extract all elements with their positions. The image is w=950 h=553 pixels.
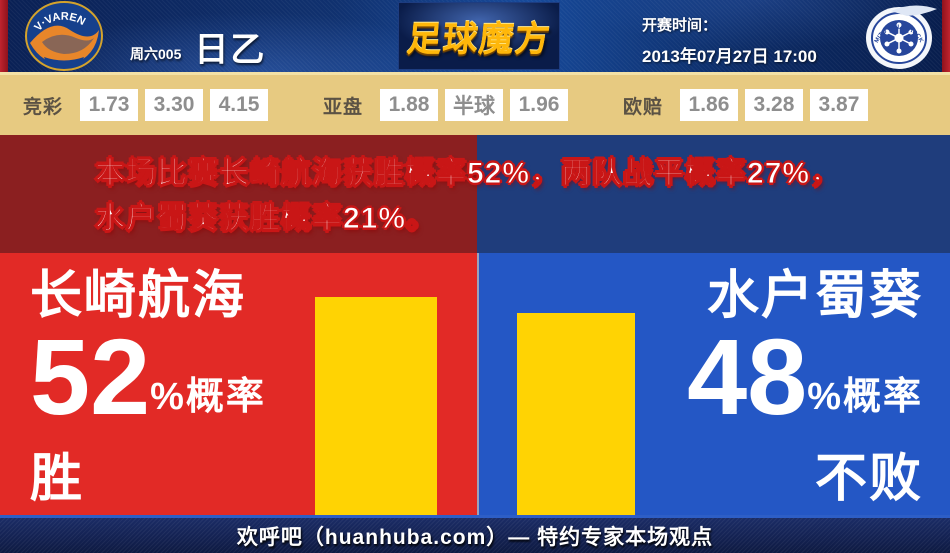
home-panel-text: 长崎航海 52 %概率 胜 (0, 253, 477, 511)
yapan-home-odds: 1.88 (380, 89, 438, 121)
yapan-label: 亚盘 (322, 96, 363, 118)
away-outcome-label: 不败 (814, 449, 923, 508)
kickoff-info: 开赛时间： 2013年07月27日 17:00 (642, 14, 817, 67)
home-outcome-label: 胜 (30, 449, 85, 508)
away-panel: 水户蜀葵 48 %概率 不败 (477, 253, 950, 515)
brand-logo-text: 足球魔方 (405, 19, 553, 59)
away-team-name: 水户蜀葵 (706, 267, 923, 325)
prediction-summary-text: 本场比赛长崎航海获胜概率52%，两队战平概率27%，水户蜀葵获胜概率21%。 (95, 157, 842, 236)
oupei-draw-odds: 3.28 (744, 89, 803, 121)
jingcai-away-odds: 4.15 (210, 89, 269, 121)
prediction-summary-band: 本场比赛长崎航海获胜概率52%，两队战平概率27%，水户蜀葵获胜概率21%。 (0, 135, 950, 253)
home-probability-unit: %概率 (150, 375, 266, 418)
away-probability-bar (517, 313, 635, 515)
home-probability-bar (315, 297, 437, 515)
oupei-home-odds: 1.86 (679, 89, 738, 121)
footer-source-text: 欢呼吧（huanhuba.com）— 特约专家本场观点 (236, 525, 714, 549)
away-probability-value: 48 (687, 315, 808, 437)
yapan-away-odds: 1.96 (510, 89, 568, 121)
away-panel-text: 水户蜀葵 48 %概率 不败 (479, 253, 950, 511)
home-team-name: 长崎航海 (30, 267, 247, 325)
oupei-label: 欧赔 (622, 96, 663, 118)
jingcai-draw-odds: 3.30 (145, 89, 204, 121)
away-probability-unit: %概率 (807, 375, 923, 418)
match-id: 周六005 日乙 (130, 22, 266, 71)
jingcai-label: 竞彩 (23, 96, 64, 118)
odds-group-yapan: 亚盘 1.88 半球 1.96 (323, 89, 568, 121)
match-header: V·VAREN 周六005 日乙 足球魔方 开赛时间： 2013年07月27日 … (0, 0, 950, 72)
away-team-crest-icon: MITO HOLLYHOCK (861, 3, 939, 75)
odds-group-oupei: 欧赔 1.86 3.28 3.87 (623, 89, 868, 121)
away-probability: 48 %概率 (479, 315, 923, 437)
home-panel: 长崎航海 52 %概率 胜 (0, 253, 477, 515)
odds-group-jingcai: 竞彩 1.73 3.30 4.15 (23, 89, 269, 121)
home-probability: 52 %概率 (30, 315, 477, 437)
header-edge-left (0, 0, 8, 72)
brand-logo: 足球魔方 (398, 2, 560, 70)
header-edge-right (942, 0, 950, 72)
footer-bar: 欢呼吧（huanhuba.com）— 特约专家本场观点 (0, 515, 950, 553)
match-code: 周六005 (130, 46, 182, 62)
yapan-handicap: 半球 (445, 89, 503, 121)
probability-panels: 长崎航海 52 %概率 胜 水户蜀葵 48 %概率 不败 (0, 253, 950, 515)
home-probability-value: 52 (30, 315, 151, 437)
league-name: 日乙 (194, 31, 267, 69)
jingcai-home-odds: 1.73 (80, 89, 139, 121)
kickoff-label: 开赛时间： (642, 17, 718, 34)
oupei-away-odds: 3.87 (809, 89, 868, 121)
odds-bar: 竞彩 1.73 3.30 4.15 亚盘 1.88 半球 1.96 欧赔 1.8… (0, 72, 950, 135)
kickoff-time: 2013年07月27日 17:00 (642, 47, 817, 66)
home-team-crest-icon: V·VAREN (24, 1, 104, 76)
